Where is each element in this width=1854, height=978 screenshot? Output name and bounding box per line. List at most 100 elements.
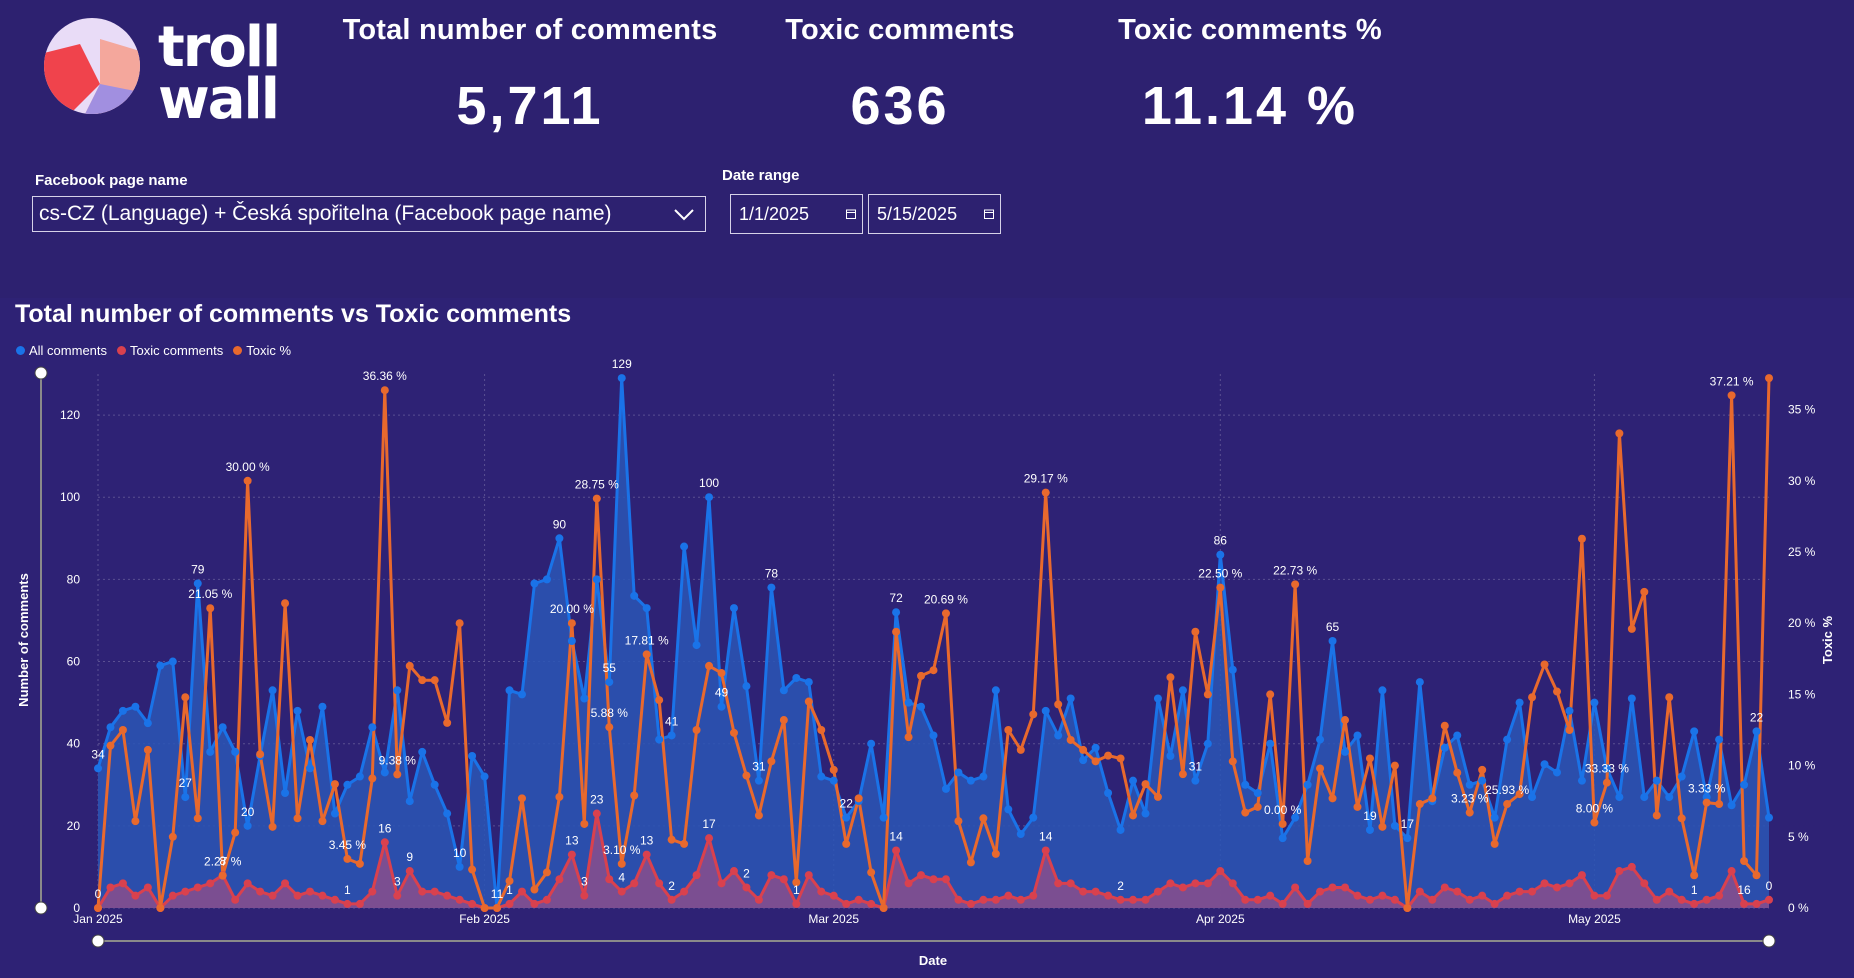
toxic-pct-point [917,671,926,680]
toxic-comments-point [1228,879,1237,888]
all-comments-point [1004,805,1013,814]
all-comments-point [1016,830,1025,839]
toxic-comments-point [1141,895,1150,904]
toxic-comments-point [867,899,876,908]
all-comments-point [1091,743,1100,752]
all-comments-point [1054,731,1063,740]
y2-tick-label: 5 % [1788,830,1809,844]
all-comments-point [1565,706,1574,715]
x-tick-label: Mar 2025 [808,912,859,926]
x-tick-label: Jan 2025 [73,912,123,926]
all-comments-point [1166,752,1175,761]
legend-item-toxic[interactable]: Toxic comments [117,343,223,358]
toxic-comments-point [1203,879,1212,888]
toxic-pct-point [1677,814,1686,823]
data-label: 20.00 % [550,602,594,616]
toxic-comments-point [1066,879,1075,888]
toxic-pct-point [1715,800,1724,809]
toxic-comments-point [1278,899,1287,908]
all-comments-point [1465,780,1474,789]
toxic-comments-point [605,875,614,884]
toxic-comments-point [1453,887,1462,896]
toxic-comments-point [1341,883,1350,892]
toxic-comments-point [343,899,352,908]
toxic-comments-point [1478,891,1487,900]
toxic-pct-point [792,878,801,887]
all-comments-point [817,772,826,781]
toxic-pct-point [1515,790,1524,799]
calendar-icon[interactable] [984,209,994,219]
y-zoom-handle-top[interactable] [34,366,48,380]
all-comments-point [542,575,551,584]
legend-item-all[interactable]: All comments [16,343,107,358]
toxic-comments-point [929,875,938,884]
all-comments-point [1602,764,1611,773]
data-label: 17.81 % [625,633,669,647]
toxic-pct-point [1440,721,1449,730]
toxic-pct-point [1116,754,1125,763]
data-label: 13 [565,834,579,848]
all-comments-point [1266,739,1275,748]
x-tick-label: Feb 2025 [459,912,510,926]
toxic-pct-point [1216,583,1225,592]
toxic-pct-point [941,609,950,618]
toxic-pct-point [1665,693,1674,702]
x-zoom-handle-left[interactable] [91,934,105,948]
data-label: 3.33 % [1688,782,1726,796]
toxic-pct-point [1727,391,1736,400]
kpi-toxic-title: Toxic comments [785,14,1015,46]
x-tick-label: Apr 2025 [1196,912,1245,926]
toxic-pct-point [1129,811,1138,820]
all-comments-point [1715,735,1724,744]
y-tick-label: 20 [67,819,81,833]
all-comments-point [94,764,102,773]
all-comments-point [131,702,140,711]
toxic-comments-point [517,887,526,896]
toxic-comments-point [667,895,676,904]
toxic-comments-point [1266,891,1275,900]
toxic-comments-point [168,891,177,900]
data-label: 65 [1326,620,1340,634]
all-comments-point [680,542,689,551]
legend-item-toxic-pct[interactable]: Toxic % [233,343,291,358]
all-comments-point [1528,793,1537,802]
date-from-input[interactable]: 1/1/2025 [730,194,863,234]
toxic-pct-point [655,696,664,705]
toxic-comments-point [1428,895,1437,904]
toxic-comments-point [941,875,950,884]
all-comments-point [1341,747,1350,756]
toxic-comments-point [1727,867,1736,876]
toxic-comments-point [817,887,826,896]
toxic-pct-point [567,619,576,628]
all-comments-point [754,776,763,785]
data-label: 90 [553,517,567,531]
toxic-pct-point [443,718,452,727]
all-comments-point [717,702,726,711]
facebook-page-dropdown[interactable]: cs-CZ (Language) + Česká spořitelna (Fac… [32,196,706,232]
toxic-pct-point [817,726,826,734]
y-zoom-handle-bottom[interactable] [34,901,48,915]
toxic-comments-point [1353,891,1362,900]
all-comments-point [954,768,963,777]
calendar-icon[interactable] [846,209,856,219]
toxic-comments-point [680,887,689,896]
toxic-comments-point [455,895,464,904]
toxic-comments-point [243,879,252,888]
all-comments-point [505,686,514,695]
all-comments-point [281,788,290,797]
y-tick-label: 40 [67,737,81,751]
date-to-input[interactable]: 5/15/2025 [868,194,1001,234]
all-comments-point [1216,550,1225,559]
toxic-pct-point [1627,624,1636,633]
x-zoom-handle-right[interactable] [1762,934,1776,948]
all-comments-point [1478,776,1487,785]
toxic-comments-point [380,838,389,847]
all-comments-point [181,793,190,802]
toxic-comments-point [1091,887,1100,896]
toxic-pct-point [617,859,626,868]
series-points [94,374,1773,912]
all-comments-point [1116,825,1125,834]
toxic-comments-point [567,850,576,859]
all-comments-point [1029,813,1038,822]
data-label: 5.88 % [591,706,629,720]
